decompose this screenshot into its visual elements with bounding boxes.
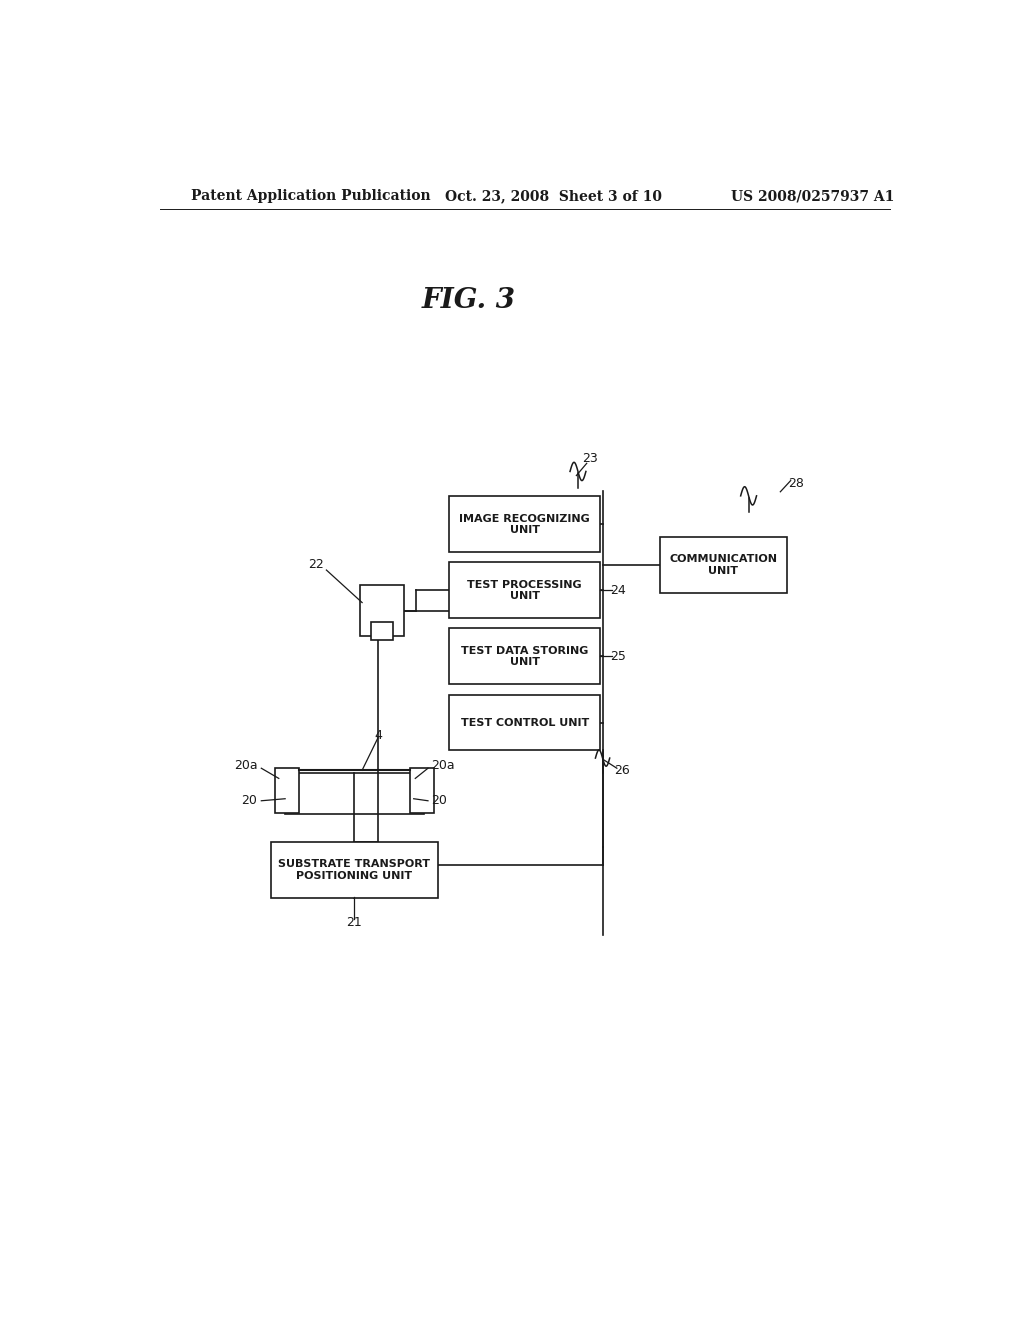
Text: 22: 22: [308, 558, 324, 572]
Bar: [371, 622, 393, 640]
Text: 20: 20: [242, 795, 257, 808]
Bar: [274, 768, 299, 813]
Text: Oct. 23, 2008  Sheet 3 of 10: Oct. 23, 2008 Sheet 3 of 10: [445, 189, 663, 203]
Text: Patent Application Publication: Patent Application Publication: [191, 189, 431, 203]
Text: TEST CONTROL UNIT: TEST CONTROL UNIT: [461, 718, 589, 727]
Bar: [360, 585, 403, 636]
Bar: [450, 562, 600, 618]
Text: 26: 26: [614, 764, 630, 776]
Text: TEST DATA STORING
UNIT: TEST DATA STORING UNIT: [461, 645, 589, 667]
Text: COMMUNICATION
UNIT: COMMUNICATION UNIT: [670, 554, 777, 576]
Bar: [450, 694, 600, 751]
Bar: [285, 774, 424, 814]
Text: 23: 23: [582, 451, 598, 465]
Text: US 2008/0257937 A1: US 2008/0257937 A1: [731, 189, 895, 203]
Text: 20: 20: [431, 795, 447, 808]
Text: 24: 24: [609, 583, 626, 597]
Bar: [270, 842, 437, 898]
Text: 4: 4: [374, 729, 382, 742]
Text: 20a: 20a: [431, 759, 455, 772]
Text: SUBSTRATE TRANSPORT
POSITIONING UNIT: SUBSTRATE TRANSPORT POSITIONING UNIT: [279, 859, 430, 880]
Text: TEST PROCESSING
UNIT: TEST PROCESSING UNIT: [468, 579, 582, 601]
Text: 20a: 20a: [233, 759, 257, 772]
Text: 25: 25: [609, 649, 626, 663]
Text: 21: 21: [346, 916, 362, 929]
Bar: [410, 768, 433, 813]
Text: 28: 28: [788, 477, 804, 490]
Text: FIG. 3: FIG. 3: [422, 288, 516, 314]
Text: IMAGE RECOGNIZING
UNIT: IMAGE RECOGNIZING UNIT: [460, 513, 590, 535]
Bar: [450, 628, 600, 684]
Bar: [659, 537, 786, 593]
Bar: [450, 496, 600, 552]
